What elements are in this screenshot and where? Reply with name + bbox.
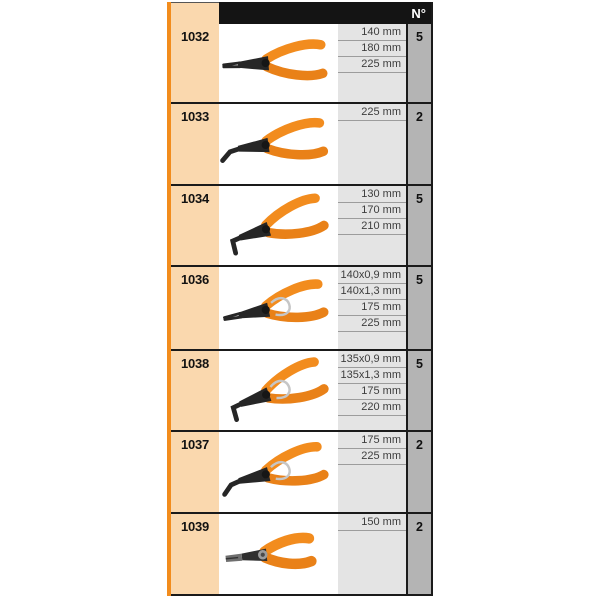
size-list: 140 mm 180 mm 225 mm [338,24,406,102]
product-row: 1036 140x0,9 mm 140x1,3 mm 175 mm 225 mm 5 [171,265,431,349]
size-item: 170 mm [338,203,406,219]
quantity-cell: 5 [406,186,431,265]
product-code-cell: 1036 [171,267,219,349]
product-code: 1036 [180,272,210,287]
quantity-cell: 5 [406,351,431,430]
product-code: 1033 [180,109,210,124]
product-image-cell [219,432,338,512]
quantity-cell: 2 [406,104,431,184]
size-item: 180 mm [338,41,406,57]
quantity-value: 5 [416,30,423,44]
quantity-cell: 2 [406,432,431,512]
quantity-value: 5 [416,192,423,206]
size-item: 225 mm [338,316,406,332]
quantity-value: 2 [416,520,423,534]
product-row: 1034 130 mm 170 mm 210 mm 5 [171,184,431,265]
size-item: 135x0,9 mm [338,352,406,368]
size-item: 135x1,3 mm [338,368,406,384]
plier-internal-bent90-icon [210,177,347,274]
size-item: 210 mm [338,219,406,235]
size-item: 225 mm [338,105,406,121]
size-item: 175 mm [338,433,406,449]
product-image-cell [219,351,338,430]
quantity-cell: 5 [406,24,431,102]
product-code: 1034 [180,191,210,206]
product-code: 1038 [180,356,210,371]
size-list: 130 mm 170 mm 210 mm [338,186,406,265]
product-code: 1032 [180,29,210,44]
size-list: 225 mm [338,104,406,184]
plier-internal-straight-icon [214,28,342,98]
table-body: N° 1032 140 mm 180 mm 225 mm 5 1033 [171,2,433,596]
product-code-cell: 1038 [171,351,219,430]
quantity-value: 5 [416,273,423,287]
header-bar: N° [219,2,431,24]
product-table: N° 1032 140 mm 180 mm 225 mm 5 1033 [167,2,433,596]
plier-external-straight-icon [211,265,345,351]
product-image-cell [219,24,338,102]
quantity-cell: 5 [406,267,431,349]
size-item: 225 mm [338,57,406,73]
quantity-cell: 2 [406,514,431,594]
product-code-cell: 1032 [171,24,219,102]
product-row: 1039 150 mm 2 [171,512,431,594]
product-image-cell [219,186,338,265]
product-code-cell: 1034 [171,186,219,265]
table-rows: 1032 140 mm 180 mm 225 mm 5 1033 225 mm [171,24,431,594]
size-item: 150 mm [338,515,406,531]
plier-internal-bent45-icon [213,105,344,184]
size-item: 175 mm [338,300,406,316]
product-code-cell: 1037 [171,432,219,512]
size-list: 150 mm [338,514,406,594]
size-item: 225 mm [338,449,406,465]
quantity-value: 5 [416,357,423,371]
size-item: 140x1,3 mm [338,284,406,300]
size-item: 140x0,9 mm [338,268,406,284]
size-item: 130 mm [338,187,406,203]
quantity-column-header: N° [411,5,426,21]
product-code: 1039 [180,519,210,534]
size-list: 140x0,9 mm 140x1,3 mm 175 mm 225 mm [338,267,406,349]
quantity-value: 2 [416,110,423,124]
size-item: 175 mm [338,384,406,400]
size-item: 220 mm [338,400,406,416]
product-row: 1037 175 mm 225 mm 2 [171,430,431,512]
plier-external-bent90-icon [210,340,348,441]
plier-internal-short-icon [214,517,344,592]
product-row: 1032 140 mm 180 mm 225 mm 5 [171,24,431,102]
product-code-cell: 1033 [171,104,219,184]
size-list: 135x0,9 mm 135x1,3 mm 175 mm 220 mm [338,351,406,430]
product-row: 1038 135x0,9 mm 135x1,3 mm 175 mm 220 mm 5 [171,349,431,430]
size-list: 175 mm 225 mm [338,432,406,512]
table-header-row: N° [171,2,431,24]
size-item: 140 mm [338,25,406,41]
product-image-cell [219,104,338,184]
quantity-value: 2 [416,438,423,452]
product-image-cell [219,514,338,594]
code-column-header-cell [171,2,219,24]
product-image-cell [219,267,338,349]
orange-accent-strip [167,2,171,596]
product-code-cell: 1039 [171,514,219,594]
product-row: 1033 225 mm 2 [171,102,431,184]
product-code: 1037 [180,437,210,452]
